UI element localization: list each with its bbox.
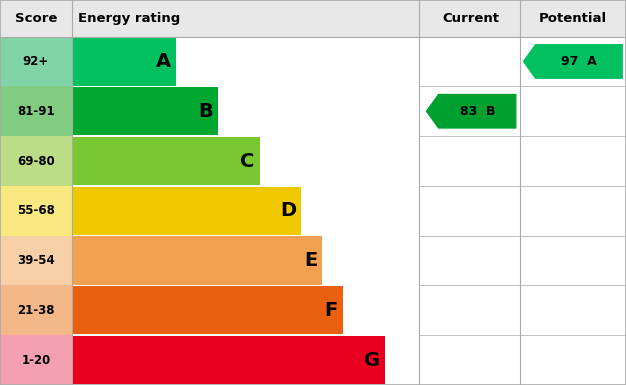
Bar	[0, 136, 72, 186]
Bar	[419, 86, 626, 136]
Bar	[72, 187, 301, 235]
Bar	[419, 136, 626, 186]
Text: A: A	[156, 52, 172, 71]
Bar	[72, 137, 260, 185]
Bar	[419, 285, 626, 335]
Bar	[0, 285, 72, 335]
Text: Energy rating: Energy rating	[78, 12, 180, 25]
Text: 97  A: 97 A	[561, 55, 597, 68]
Text: F: F	[325, 301, 338, 320]
Polygon shape	[426, 94, 516, 129]
Bar	[72, 286, 343, 335]
Text: 81-91: 81-91	[17, 105, 55, 118]
Bar	[419, 37, 626, 86]
Text: G: G	[364, 351, 379, 370]
Text: C: C	[240, 152, 255, 171]
Bar	[0, 0, 626, 37]
Bar	[419, 236, 626, 285]
Bar	[0, 86, 72, 136]
Bar	[72, 37, 177, 85]
Text: 39-54: 39-54	[17, 254, 55, 267]
Bar	[72, 87, 218, 136]
Bar	[419, 186, 626, 236]
Text: Current: Current	[443, 12, 500, 25]
Text: 92+: 92+	[23, 55, 49, 68]
Text: 21-38: 21-38	[18, 304, 54, 317]
Bar	[0, 335, 72, 385]
Text: E: E	[304, 251, 317, 270]
Bar	[72, 336, 384, 384]
Text: 55-68: 55-68	[17, 204, 55, 217]
Text: D: D	[280, 201, 296, 220]
Text: Score: Score	[15, 12, 57, 25]
Polygon shape	[523, 44, 623, 79]
Bar	[419, 335, 626, 385]
Bar	[0, 236, 72, 285]
Bar	[72, 236, 322, 285]
Text: 69-80: 69-80	[17, 154, 55, 167]
Bar	[0, 186, 72, 236]
Bar	[0, 37, 72, 86]
Text: 1-20: 1-20	[21, 353, 51, 367]
Text: B: B	[198, 102, 213, 121]
Text: Potential: Potential	[539, 12, 607, 25]
Text: 83  B: 83 B	[459, 105, 495, 118]
